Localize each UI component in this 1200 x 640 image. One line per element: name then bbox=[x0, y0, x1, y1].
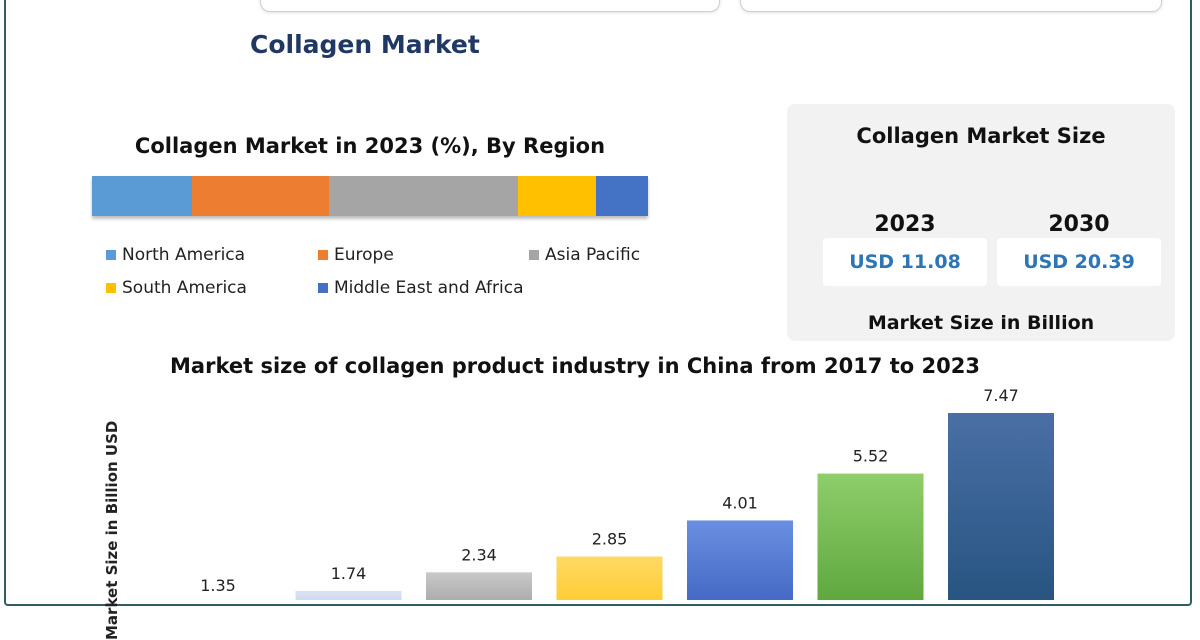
bar-2019 bbox=[426, 572, 532, 600]
data-label-2021: 4.01 bbox=[722, 493, 758, 512]
region-segment-south-america bbox=[518, 176, 597, 216]
data-label-2020: 2.85 bbox=[592, 529, 628, 548]
region-stacked-bar bbox=[92, 176, 648, 216]
region-chart-title: Collagen Market in 2023 (%), By Region bbox=[134, 134, 606, 158]
bar-2021 bbox=[687, 520, 793, 600]
legend-asia-pacific: Asia Pacific bbox=[529, 245, 640, 265]
legend-swatch bbox=[106, 250, 116, 260]
bar-2023 bbox=[948, 413, 1054, 600]
legend-swatch bbox=[106, 283, 116, 293]
legend-swatch bbox=[318, 250, 328, 260]
data-label-2023: 7.47 bbox=[983, 386, 1019, 405]
legend-label: Europe bbox=[334, 245, 394, 265]
legend-label: South America bbox=[122, 278, 247, 298]
data-label-2017: 1.35 bbox=[200, 576, 236, 595]
data-label-2022: 5.52 bbox=[853, 447, 889, 466]
legend-label: Asia Pacific bbox=[545, 245, 641, 265]
legend-south-america: South America bbox=[106, 278, 247, 298]
market-size-panel: Collagen Market Size 2023 2030 USD 11.08… bbox=[787, 104, 1175, 341]
legend-label: North America bbox=[122, 245, 246, 265]
data-label-2019: 2.34 bbox=[461, 545, 497, 564]
market-size-caption: Market Size in Billion bbox=[867, 312, 1095, 334]
region-segment-asia-pacific bbox=[329, 176, 519, 216]
page-title: Collagen Market bbox=[250, 30, 480, 59]
china-bar-chart: 1.35 1.74 2.34 2.85 4.01 5.52 7.47 bbox=[200, 386, 1054, 600]
value-box-2030: USD 20.39 bbox=[997, 238, 1161, 286]
value-box-2023: USD 11.08 bbox=[823, 238, 987, 286]
legend-swatch bbox=[318, 283, 328, 293]
china-chart-title: Market size of collagen product industry… bbox=[170, 354, 980, 378]
legend-label: Middle East and Africa bbox=[334, 278, 524, 298]
bar-2022 bbox=[817, 473, 924, 600]
market-size-title: Collagen Market Size bbox=[856, 124, 1106, 148]
region-segment-europe bbox=[191, 176, 330, 216]
legend-middle-east-africa: Middle East and Africa bbox=[318, 278, 524, 298]
year-label-2030: 2030 bbox=[1048, 212, 1110, 237]
region-segment-middle-east-and-africa bbox=[596, 176, 648, 216]
legend-europe: Europe bbox=[318, 245, 394, 265]
legend-swatch bbox=[529, 250, 539, 260]
bar-2018 bbox=[295, 590, 402, 600]
year-label-2023: 2023 bbox=[874, 212, 936, 237]
region-segment-north-america bbox=[92, 176, 192, 216]
bar-2020 bbox=[556, 556, 663, 600]
data-label-2018: 1.74 bbox=[331, 564, 367, 583]
legend-north-america: North America bbox=[106, 245, 245, 265]
